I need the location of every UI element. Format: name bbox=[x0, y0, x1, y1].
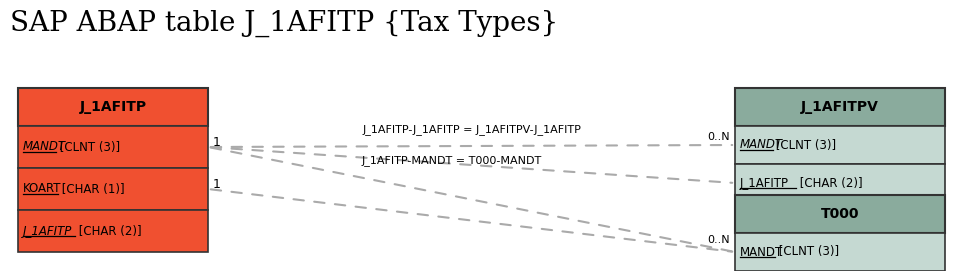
Text: SAP ABAP table J_1AFITP {Tax Types}: SAP ABAP table J_1AFITP {Tax Types} bbox=[10, 10, 558, 37]
FancyBboxPatch shape bbox=[18, 126, 208, 168]
FancyBboxPatch shape bbox=[18, 168, 208, 210]
FancyBboxPatch shape bbox=[735, 195, 945, 233]
Text: [CHAR (1)]: [CHAR (1)] bbox=[58, 182, 124, 195]
FancyBboxPatch shape bbox=[735, 126, 945, 164]
FancyBboxPatch shape bbox=[735, 88, 945, 126]
Text: [CLNT (3)]: [CLNT (3)] bbox=[775, 246, 839, 259]
Text: J_1AFITPV: J_1AFITPV bbox=[801, 100, 879, 114]
Text: J_1AFITP: J_1AFITP bbox=[740, 176, 789, 189]
FancyBboxPatch shape bbox=[735, 164, 945, 202]
Text: T000: T000 bbox=[821, 207, 859, 221]
Text: 0..N: 0..N bbox=[707, 132, 730, 142]
FancyBboxPatch shape bbox=[18, 88, 208, 126]
Text: J_1AFITP: J_1AFITP bbox=[79, 100, 146, 114]
Text: MANDT: MANDT bbox=[740, 138, 783, 151]
Text: 0..N: 0..N bbox=[707, 235, 730, 245]
Text: J_1AFITP-MANDT = T000-MANDT: J_1AFITP-MANDT = T000-MANDT bbox=[362, 155, 542, 166]
Text: [CHAR (2)]: [CHAR (2)] bbox=[796, 176, 862, 189]
Text: 1: 1 bbox=[213, 179, 221, 192]
Text: [CHAR (2)]: [CHAR (2)] bbox=[75, 224, 142, 237]
Text: MANDT: MANDT bbox=[23, 140, 66, 153]
Text: J_1AFITP-J_1AFITP = J_1AFITPV-J_1AFITP: J_1AFITP-J_1AFITP = J_1AFITPV-J_1AFITP bbox=[362, 124, 581, 135]
FancyBboxPatch shape bbox=[18, 210, 208, 252]
FancyBboxPatch shape bbox=[735, 233, 945, 271]
Text: [CLNT (3)]: [CLNT (3)] bbox=[56, 140, 120, 153]
Text: 1: 1 bbox=[213, 137, 221, 150]
Text: MANDT: MANDT bbox=[740, 246, 783, 259]
Text: KOART: KOART bbox=[23, 182, 61, 195]
Text: J_1AFITP: J_1AFITP bbox=[23, 224, 73, 237]
Text: [CLNT (3)]: [CLNT (3)] bbox=[772, 138, 836, 151]
